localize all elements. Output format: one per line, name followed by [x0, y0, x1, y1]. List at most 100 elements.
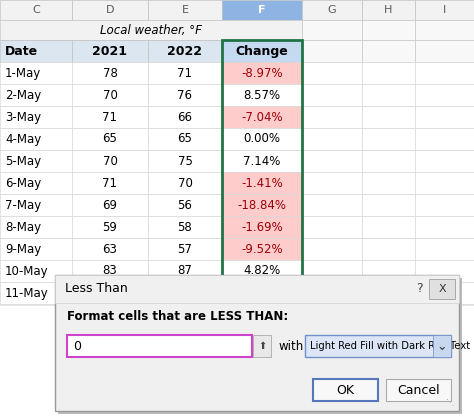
Bar [302, 20, 362, 40]
Text: 11-May: 11-May [5, 286, 49, 299]
Bar [222, 128, 302, 150]
Bar [302, 62, 362, 84]
Text: 58: 58 [178, 221, 192, 234]
Bar [148, 62, 222, 84]
Bar [305, 335, 451, 357]
Bar [0, 216, 72, 238]
Bar [302, 0, 362, 20]
Bar [302, 282, 362, 304]
Text: -18.84%: -18.84% [237, 198, 286, 211]
Bar [415, 260, 474, 282]
Bar [0, 40, 72, 62]
Bar [72, 40, 148, 62]
Text: 87: 87 [178, 264, 192, 277]
Bar [0, 150, 72, 172]
Text: 57: 57 [178, 243, 192, 256]
Bar [148, 172, 222, 194]
Bar [222, 238, 302, 260]
Text: 5-May: 5-May [5, 155, 41, 168]
Bar [72, 216, 148, 238]
Text: Local weather, °F: Local weather, °F [100, 23, 202, 37]
Bar [362, 84, 415, 106]
Bar [72, 238, 148, 260]
Bar [0, 238, 72, 260]
Text: Change: Change [236, 45, 288, 58]
Bar [148, 216, 222, 238]
Bar [148, 106, 222, 128]
Bar [415, 62, 474, 84]
Bar [302, 260, 362, 282]
Text: E: E [182, 5, 189, 15]
Bar [302, 128, 362, 150]
Text: Format cells that are LESS THAN:: Format cells that are LESS THAN: [67, 311, 288, 324]
Bar [72, 172, 148, 194]
Text: 70: 70 [102, 155, 118, 168]
Bar [0, 282, 72, 304]
Text: 9-May: 9-May [5, 243, 41, 256]
Bar [222, 0, 302, 20]
Text: Date: Date [5, 45, 38, 58]
Text: 2021: 2021 [92, 45, 128, 58]
Bar [429, 279, 455, 299]
Text: 78: 78 [102, 66, 118, 80]
Bar [302, 194, 362, 216]
Text: OK: OK [337, 384, 355, 397]
Bar [302, 40, 362, 62]
Bar [148, 282, 222, 304]
Text: ⌄: ⌄ [437, 339, 447, 352]
Bar [148, 84, 222, 106]
Text: 56: 56 [178, 198, 192, 211]
Bar [0, 172, 72, 194]
Bar [222, 282, 302, 304]
Bar [148, 260, 222, 282]
Bar [0, 62, 72, 84]
Bar [0, 304, 474, 306]
Bar [415, 84, 474, 106]
Bar [415, 216, 474, 238]
Bar [362, 194, 415, 216]
Bar [148, 40, 222, 62]
Bar [148, 150, 222, 172]
Text: 69: 69 [102, 198, 118, 211]
Text: -8.97%: -8.97% [241, 66, 283, 80]
Text: 59: 59 [102, 221, 118, 234]
Bar [415, 128, 474, 150]
Bar [362, 260, 415, 282]
Text: 0.00%: 0.00% [244, 133, 281, 146]
Bar [253, 335, 271, 357]
Bar [0, 20, 302, 40]
Text: 6-May: 6-May [5, 176, 41, 189]
Bar [362, 20, 415, 40]
Text: 7.14%: 7.14% [243, 155, 281, 168]
Bar [72, 62, 148, 84]
Bar [72, 84, 148, 106]
Bar [222, 40, 302, 304]
Bar [362, 40, 415, 62]
Bar [222, 106, 302, 128]
Text: ?: ? [416, 282, 422, 296]
Text: 84: 84 [178, 286, 192, 299]
Bar [313, 379, 378, 401]
Bar [415, 282, 474, 304]
Text: -9.52%: -9.52% [241, 243, 283, 256]
Bar [72, 0, 148, 20]
Bar [362, 282, 415, 304]
Text: -1.41%: -1.41% [241, 176, 283, 189]
Text: Less Than: Less Than [65, 282, 128, 296]
Bar [302, 106, 362, 128]
Bar [415, 40, 474, 62]
Bar [362, 62, 415, 84]
Text: 70: 70 [102, 88, 118, 101]
Text: 71: 71 [102, 176, 118, 189]
Bar [222, 172, 302, 194]
Text: ⋱: ⋱ [446, 398, 454, 407]
Text: with: with [279, 339, 304, 352]
Text: 8.57%: 8.57% [244, 88, 281, 101]
Bar [0, 106, 72, 128]
Bar [72, 106, 148, 128]
Text: 82: 82 [102, 286, 118, 299]
Bar [222, 40, 302, 62]
Bar [148, 238, 222, 260]
Text: 8-May: 8-May [5, 221, 41, 234]
Bar [302, 84, 362, 106]
